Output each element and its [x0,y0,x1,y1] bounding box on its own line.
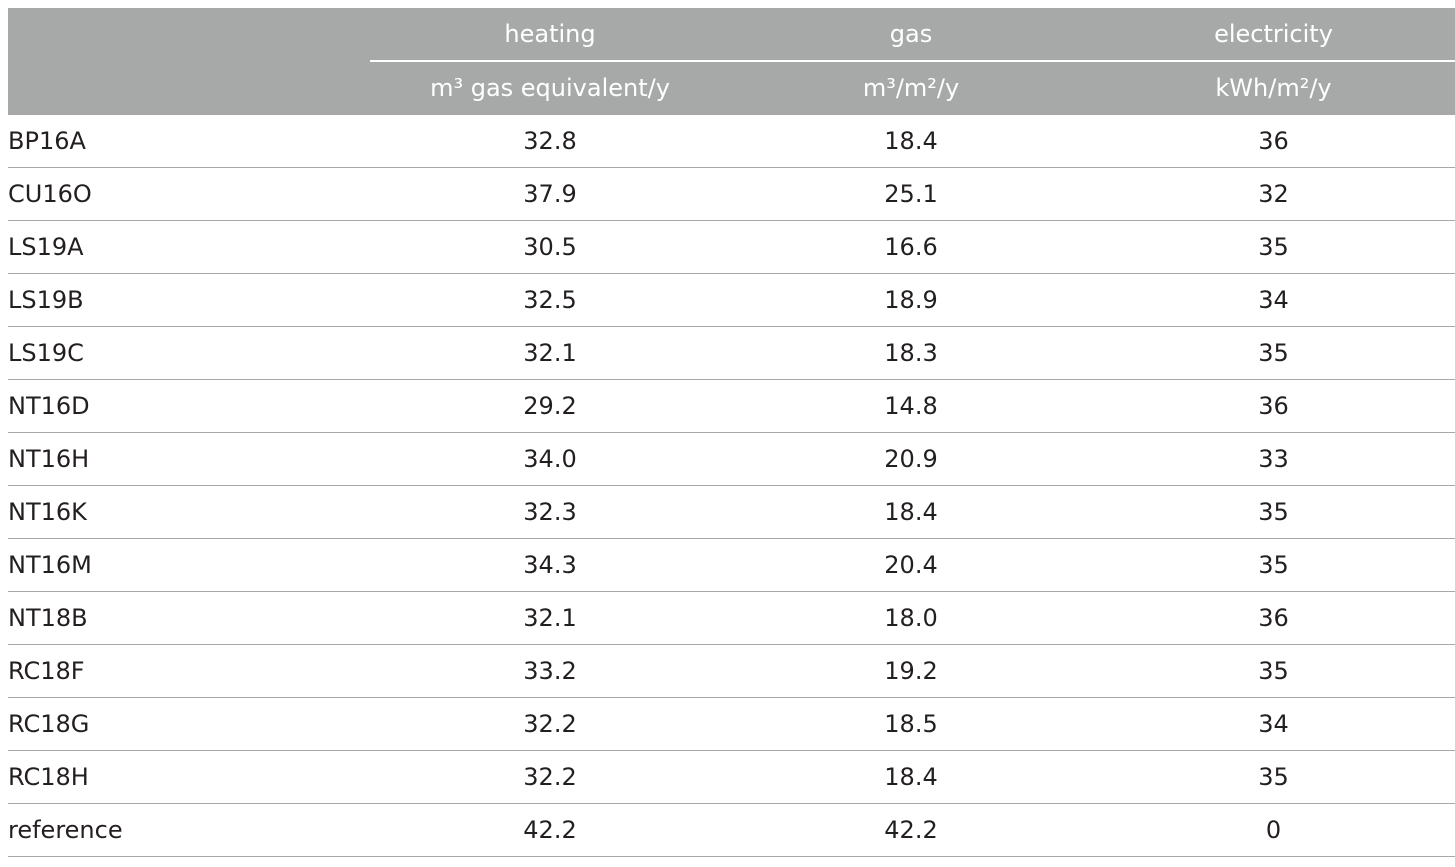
gas-cell: 18.9 [884,286,938,314]
electricity-cell: 35 [1258,551,1289,579]
table-row: LS19A 30.5 16.6 35 [8,221,1455,274]
gas-cell: 25.1 [884,180,938,208]
gas-cell: 18.5 [884,710,938,738]
column-header-electricity: electricity [1214,20,1333,48]
row-name-cell: BP16A [8,127,86,155]
row-name-cell: LS19A [8,233,84,261]
table-header: heating gas electricity m³ gas equivalen… [8,8,1455,115]
table-row: NT16D 29.2 14.8 36 [8,380,1455,433]
row-name-cell: LS19C [8,339,84,367]
column-header-heating: heating [504,20,596,48]
table-row: LS19B 32.5 18.9 34 [8,274,1455,327]
heating-cell: 33.2 [523,657,577,685]
gas-cell: 42.2 [884,816,938,844]
heating-cell: 29.2 [523,392,577,420]
table-body: BP16A 32.8 18.4 36 CU16O 37.9 25.1 32 LS19A 30.5 1… [8,115,1455,857]
heating-cell: 32.1 [523,604,577,632]
table-row: NT16H 34.0 20.9 33 [8,433,1455,486]
electricity-cell: 35 [1258,233,1289,261]
row-name-cell: RC18G [8,710,90,738]
electricity-cell: 35 [1258,498,1289,526]
table-row: LS19C 32.1 18.3 35 [8,327,1455,380]
heating-cell: 34.3 [523,551,577,579]
gas-cell: 14.8 [884,392,938,420]
heating-cell: 32.5 [523,286,577,314]
row-name-cell: reference [8,816,123,844]
electricity-cell: 36 [1258,604,1289,632]
energy-table: heating gas electricity m³ gas equivalen… [8,8,1455,857]
table-row: reference 42.2 42.2 0 [8,804,1455,857]
gas-cell: 18.0 [884,604,938,632]
gas-cell: 18.3 [884,339,938,367]
row-name-cell: NT16D [8,392,90,420]
electricity-cell: 35 [1258,657,1289,685]
gas-cell: 18.4 [884,127,938,155]
table-row: CU16O 37.9 25.1 32 [8,168,1455,221]
gas-cell: 20.4 [884,551,938,579]
header-divider [370,60,1455,62]
gas-cell: 18.4 [884,498,938,526]
row-name-cell: RC18F [8,657,85,685]
heating-cell: 32.1 [523,339,577,367]
heating-cell: 32.3 [523,498,577,526]
table-row: RC18F 33.2 19.2 35 [8,645,1455,698]
electricity-cell: 33 [1258,445,1289,473]
heating-cell: 32.2 [523,763,577,791]
unit-header-gas: m³/m²/y [862,74,960,102]
gas-cell: 20.9 [884,445,938,473]
gas-cell: 19.2 [884,657,938,685]
electricity-cell: 35 [1258,763,1289,791]
row-name-cell: NT18B [8,604,88,632]
table-row: NT18B 32.1 18.0 36 [8,592,1455,645]
unit-header-electricity: kWh/m²/y [1215,74,1332,102]
heating-cell: 32.8 [523,127,577,155]
heating-cell: 34.0 [523,445,577,473]
electricity-cell: 34 [1258,286,1289,314]
gas-cell: 16.6 [884,233,938,261]
electricity-cell: 36 [1258,392,1289,420]
row-name-cell: LS19B [8,286,84,314]
heating-cell: 37.9 [523,180,577,208]
column-header-gas: gas [889,20,933,48]
table-row: BP16A 32.8 18.4 36 [8,115,1455,168]
electricity-cell: 35 [1258,339,1289,367]
row-name-cell: CU16O [8,180,92,208]
electricity-cell: 32 [1258,180,1289,208]
electricity-cell: 36 [1258,127,1289,155]
gas-cell: 18.4 [884,763,938,791]
table-row: RC18G 32.2 18.5 34 [8,698,1455,751]
electricity-cell: 0 [1265,816,1282,844]
row-name-cell: NT16H [8,445,90,473]
table-row: NT16K 32.3 18.4 35 [8,486,1455,539]
row-name-cell: NT16K [8,498,87,526]
table-row: NT16M 34.3 20.4 35 [8,539,1455,592]
electricity-cell: 34 [1258,710,1289,738]
row-name-cell: NT16M [8,551,92,579]
heating-cell: 32.2 [523,710,577,738]
row-name-cell: RC18H [8,763,89,791]
heating-cell: 30.5 [523,233,577,261]
heating-cell: 42.2 [523,816,577,844]
table-row: RC18H 32.2 18.4 35 [8,751,1455,804]
unit-header-heating: m³ gas equivalent/y [430,74,670,102]
